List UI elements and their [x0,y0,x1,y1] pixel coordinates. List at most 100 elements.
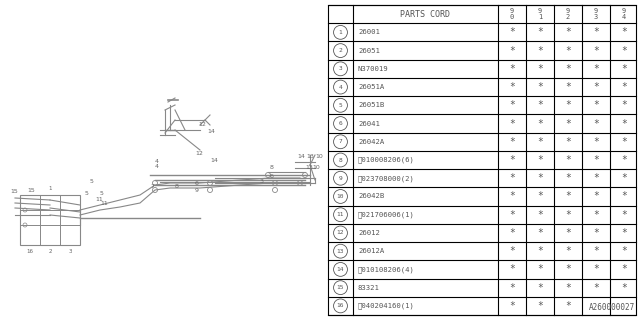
Text: *: * [509,155,515,165]
Text: 6: 6 [339,121,342,126]
Text: *: * [593,283,599,293]
Text: 1: 1 [48,186,52,191]
Text: *: * [621,191,627,202]
Text: *: * [593,191,599,202]
Text: *: * [537,228,543,238]
Text: 16: 16 [26,249,33,254]
Text: 9
2: 9 2 [566,8,570,20]
Text: 10: 10 [312,165,320,170]
Text: *: * [593,64,599,74]
Text: *: * [537,137,543,147]
Text: *: * [621,155,627,165]
Text: 12: 12 [195,151,203,156]
Text: 3: 3 [68,249,72,254]
Text: 26051: 26051 [358,48,380,53]
Text: *: * [565,45,571,56]
Text: *: * [537,283,543,293]
Text: Ⓑ010108206(4): Ⓑ010108206(4) [358,266,415,273]
Text: *: * [537,246,543,256]
Text: *: * [537,155,543,165]
Text: 6: 6 [270,174,274,179]
Text: *: * [509,191,515,202]
Text: *: * [621,82,627,92]
Text: *: * [509,210,515,220]
Text: *: * [537,264,543,275]
Text: *: * [621,283,627,293]
Text: 11: 11 [337,212,344,217]
Text: 2: 2 [48,249,52,254]
Text: *: * [509,173,515,183]
Text: *: * [537,210,543,220]
Text: *: * [509,118,515,129]
Text: *: * [621,118,627,129]
Text: 1: 1 [339,30,342,35]
Text: *: * [509,246,515,256]
Text: N370019: N370019 [358,66,388,72]
Text: *: * [621,173,627,183]
Text: *: * [509,137,515,147]
Text: 12: 12 [337,230,344,236]
Text: 5: 5 [85,191,89,196]
Text: A260000027: A260000027 [589,303,635,312]
Text: *: * [565,301,571,311]
Text: *: * [565,82,571,92]
Text: *: * [593,155,599,165]
Text: 8: 8 [175,184,179,189]
Text: 26051A: 26051A [358,84,384,90]
Bar [328,5,636,315]
Text: *: * [565,64,571,74]
Text: 14: 14 [207,129,215,134]
Text: *: * [509,27,515,37]
Text: *: * [565,155,571,165]
Text: 15: 15 [10,189,18,194]
Text: 26051B: 26051B [358,102,384,108]
Text: *: * [537,27,543,37]
Text: 13: 13 [305,165,313,170]
Text: *: * [593,45,599,56]
Text: 13: 13 [306,154,314,159]
Bar [20,195,80,245]
Text: *: * [565,228,571,238]
Text: 4: 4 [155,164,159,169]
Text: 8: 8 [339,157,342,163]
Text: *: * [565,27,571,37]
Text: *: * [565,283,571,293]
Text: 13: 13 [337,249,344,254]
Text: *: * [593,246,599,256]
Text: *: * [565,210,571,220]
Text: *: * [509,301,515,311]
Text: 7: 7 [339,139,342,144]
Text: *: * [593,100,599,110]
Text: 5: 5 [339,103,342,108]
Text: 10: 10 [337,194,344,199]
Text: *: * [537,191,543,202]
Text: 14: 14 [297,154,305,159]
Text: 9
0: 9 0 [510,8,514,20]
Text: 9
1: 9 1 [538,8,542,20]
Text: *: * [509,264,515,275]
Text: *: * [537,82,543,92]
Text: *: * [565,246,571,256]
Text: *: * [621,246,627,256]
Text: *: * [537,100,543,110]
Text: 26041: 26041 [358,121,380,126]
Text: PARTS CORD: PARTS CORD [401,10,451,19]
Text: *: * [593,82,599,92]
Text: 5: 5 [100,191,104,196]
Text: 7: 7 [150,184,154,189]
Text: *: * [621,64,627,74]
Text: 15: 15 [337,285,344,290]
Text: 9: 9 [339,176,342,181]
Text: *: * [509,45,515,56]
Text: 26042B: 26042B [358,194,384,199]
Text: 5: 5 [90,179,94,184]
Text: *: * [621,264,627,275]
Text: *: * [621,228,627,238]
Text: *: * [593,210,599,220]
Text: *: * [565,118,571,129]
Text: *: * [537,64,543,74]
Text: 9
4: 9 4 [622,8,626,20]
Text: 2: 2 [339,48,342,53]
Text: 11: 11 [95,197,103,202]
Text: *: * [537,301,543,311]
